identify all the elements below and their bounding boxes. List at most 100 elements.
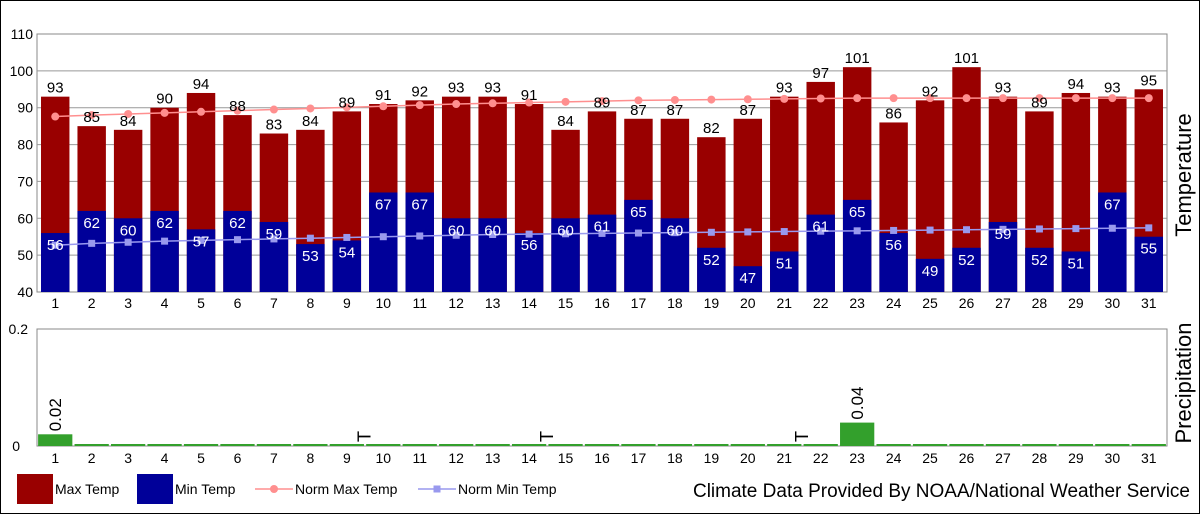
temperature-y-tick-label: 100 — [10, 63, 34, 79]
norm-min-temp-point — [926, 226, 934, 234]
max-temp-data-label: 87 — [739, 102, 756, 119]
temperature-x-tick-label: 29 — [1068, 295, 1084, 311]
norm-min-temp-point — [379, 233, 387, 241]
temperature-x-tick-label: 4 — [161, 295, 169, 311]
precipitation-y-tick-label: 0 — [12, 438, 20, 454]
min-temp-data-label: 65 — [849, 204, 866, 221]
min-temp-data-label: 62 — [229, 215, 246, 232]
max-temp-data-label: 84 — [557, 113, 574, 130]
min-temp-data-label: 47 — [739, 270, 756, 287]
min-temp-bar — [259, 221, 289, 292]
norm-max-temp-point — [561, 97, 570, 106]
temperature-axis-title: Temperature — [1171, 113, 1196, 237]
max-temp-bar — [733, 118, 763, 293]
precipitation-x-tick-label: 3 — [124, 450, 132, 466]
precipitation-bar — [147, 444, 182, 446]
precipitation-bar — [840, 422, 875, 446]
precipitation-x-tick-label: 22 — [813, 450, 829, 466]
max-temp-data-label: 87 — [667, 102, 684, 119]
min-temp-bar — [369, 192, 398, 292]
min-temp-bar — [478, 218, 507, 292]
norm-min-temp-point — [744, 228, 752, 236]
precipitation-bar — [1095, 444, 1130, 446]
min-temp-bar — [842, 199, 872, 292]
max-temp-data-label: 84 — [302, 113, 319, 130]
norm-min-temp-point — [999, 225, 1007, 233]
norm-max-temp-point — [269, 105, 278, 114]
min-temp-bar — [879, 233, 908, 292]
precipitation-bar — [621, 444, 656, 446]
precipitation-bar — [183, 444, 219, 446]
max-temp-data-label: 101 — [954, 50, 979, 67]
norm-min-temp-point — [634, 229, 642, 237]
temperature-x-tick-label: 15 — [558, 295, 574, 311]
legend-item: Norm Min Temp — [418, 481, 557, 497]
legend-item: Max Temp — [17, 474, 120, 504]
norm-max-temp-point — [160, 108, 169, 117]
max-temp-data-label: 90 — [156, 91, 173, 108]
trace-label: T — [355, 431, 375, 442]
max-temp-data-label: 94 — [1068, 76, 1085, 93]
precipitation-x-tick-label: 16 — [594, 450, 610, 466]
max-temp-data-label: 88 — [229, 98, 246, 115]
precipitation-bar — [110, 444, 146, 446]
norm-min-temp-point — [306, 234, 314, 242]
min-temp-data-label: 56 — [521, 237, 538, 254]
norm-min-temp-point — [963, 226, 971, 234]
norm-max-temp-point — [342, 103, 351, 112]
max-temp-data-label: 93 — [995, 80, 1012, 97]
precipitation-x-tick-label: 29 — [1068, 450, 1084, 466]
norm-max-temp-point — [379, 102, 388, 111]
temperature-x-tick-label: 3 — [124, 295, 132, 311]
norm-max-temp-point — [780, 94, 789, 103]
norm-min-temp-point — [197, 236, 205, 244]
temperature-y-tick-label: 90 — [17, 100, 33, 116]
norm-min-temp-point — [525, 230, 533, 238]
min-temp-bar — [1098, 192, 1127, 292]
temperature-x-tick-label: 9 — [343, 295, 351, 311]
precipitation-x-tick-label: 28 — [1032, 450, 1048, 466]
max-temp-data-label: 93 — [1104, 80, 1121, 97]
min-temp-bar — [1061, 251, 1091, 292]
temperature-x-tick-label: 31 — [1141, 295, 1157, 311]
norm-max-temp-point — [1144, 94, 1153, 103]
precipitation-bar — [694, 444, 729, 446]
precipitation-bar — [985, 444, 1021, 446]
max-temp-data-label: 94 — [193, 76, 210, 93]
norm-min-temp-point — [853, 227, 861, 235]
min-temp-bar — [988, 221, 1018, 292]
norm-min-temp-point — [890, 226, 898, 234]
min-temp-bar — [77, 210, 106, 292]
temperature-x-tick-label: 18 — [667, 295, 683, 311]
norm-min-temp-point — [817, 227, 825, 235]
norm-max-temp-point — [87, 111, 96, 120]
trace-label: T — [792, 431, 812, 442]
max-temp-data-label: 89 — [1031, 94, 1048, 111]
precipitation-x-tick-label: 14 — [521, 450, 537, 466]
credit-text: Climate Data Provided By NOAA/National W… — [693, 481, 1190, 502]
norm-max-temp-point — [1108, 94, 1117, 103]
precipitation-x-tick-label: 25 — [922, 450, 938, 466]
legend-label: Norm Max Temp — [295, 481, 398, 497]
temperature-x-tick-label: 24 — [886, 295, 902, 311]
min-temp-data-label: 56 — [885, 237, 902, 254]
temperature-x-tick-label: 23 — [849, 295, 865, 311]
max-temp-data-label: 93 — [776, 80, 793, 97]
min-temp-data-label: 60 — [557, 222, 574, 239]
precipitation-bar — [876, 444, 911, 446]
norm-max-temp-point — [415, 101, 424, 110]
norm-max-temp-point — [452, 100, 461, 109]
max-temp-data-label: 84 — [120, 113, 137, 130]
min-temp-data-label: 55 — [1140, 241, 1157, 258]
max-temp-data-label: 93 — [484, 80, 501, 97]
precipitation-bar — [730, 444, 765, 446]
precipitation-y-tick-label: 0.2 — [9, 321, 29, 337]
max-temp-data-label: 91 — [521, 87, 538, 104]
min-temp-data-label: 52 — [703, 252, 720, 269]
norm-min-temp-point — [270, 235, 278, 243]
min-temp-data-label: 67 — [411, 196, 428, 213]
norm-max-temp-point — [670, 95, 679, 104]
norm-min-temp-point — [124, 238, 132, 246]
norm-min-temp-point — [598, 229, 606, 237]
min-temp-bar — [514, 233, 544, 292]
